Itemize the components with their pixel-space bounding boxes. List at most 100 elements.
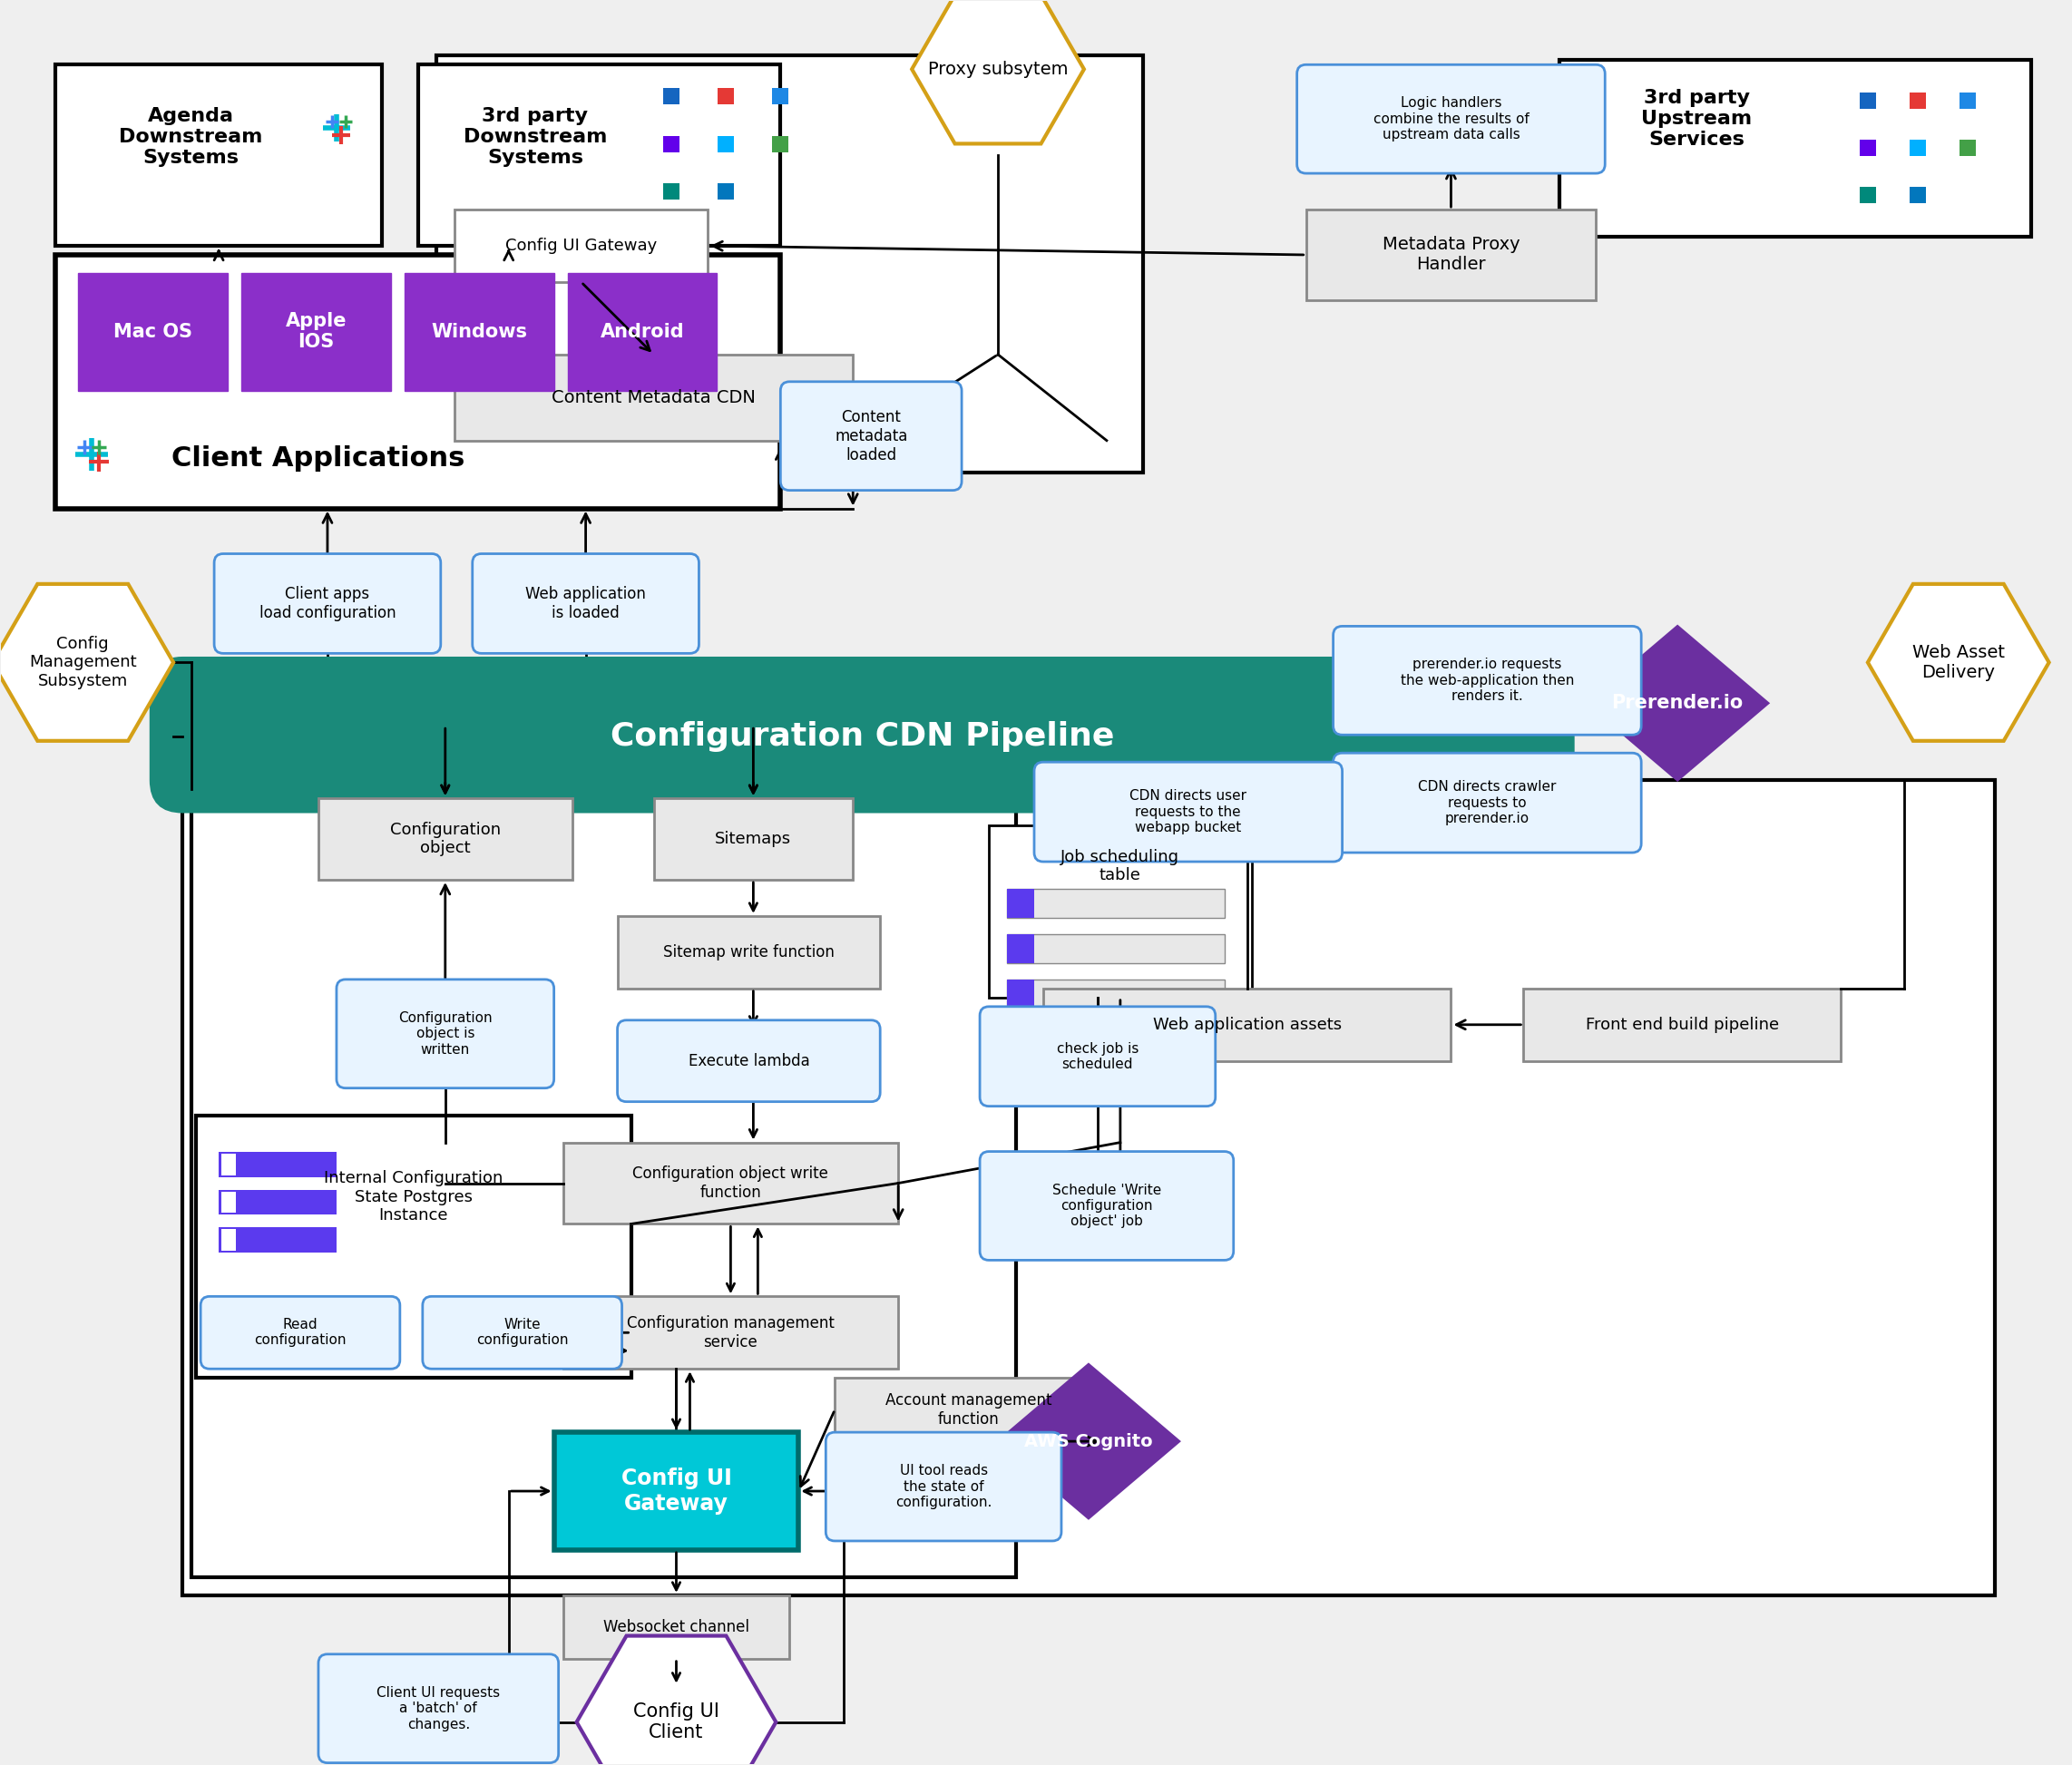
FancyBboxPatch shape: [79, 274, 228, 390]
Text: Windows: Windows: [431, 323, 526, 341]
Text: Config UI
Client: Config UI Client: [634, 1703, 719, 1742]
Text: Client Applications: Client Applications: [172, 445, 464, 471]
Text: Logic handlers
combine the results of
upstream data calls: Logic handlers combine the results of up…: [1374, 97, 1529, 141]
Text: Content
metadata
loaded: Content metadata loaded: [835, 409, 908, 462]
FancyBboxPatch shape: [213, 554, 441, 653]
Text: Execute lambda: Execute lambda: [688, 1052, 810, 1070]
FancyBboxPatch shape: [56, 65, 381, 245]
Text: check job is
scheduled: check job is scheduled: [1057, 1041, 1140, 1071]
FancyBboxPatch shape: [437, 56, 1144, 473]
FancyBboxPatch shape: [1007, 980, 1225, 1008]
FancyBboxPatch shape: [319, 798, 572, 879]
FancyBboxPatch shape: [182, 780, 1995, 1596]
FancyBboxPatch shape: [336, 980, 553, 1087]
Text: Android: Android: [601, 323, 684, 341]
FancyBboxPatch shape: [1332, 754, 1641, 852]
FancyBboxPatch shape: [56, 254, 781, 508]
FancyBboxPatch shape: [827, 1431, 1061, 1541]
FancyBboxPatch shape: [151, 658, 1573, 812]
Text: Configuration object write
function: Configuration object write function: [632, 1165, 829, 1200]
FancyBboxPatch shape: [1007, 934, 1225, 964]
FancyBboxPatch shape: [1332, 627, 1641, 734]
FancyBboxPatch shape: [220, 1151, 336, 1177]
FancyBboxPatch shape: [419, 65, 781, 245]
FancyBboxPatch shape: [1007, 890, 1225, 918]
FancyBboxPatch shape: [423, 1297, 622, 1370]
FancyBboxPatch shape: [980, 1006, 1216, 1107]
Text: Sitemaps: Sitemaps: [715, 831, 792, 847]
Text: Apple
IOS: Apple IOS: [286, 312, 346, 351]
FancyBboxPatch shape: [220, 1228, 336, 1253]
FancyBboxPatch shape: [1034, 762, 1343, 861]
Text: 3rd party
Downstream
Systems: 3rd party Downstream Systems: [464, 108, 607, 168]
Text: Web application assets: Web application assets: [1152, 1017, 1341, 1033]
FancyBboxPatch shape: [653, 798, 854, 879]
FancyBboxPatch shape: [617, 916, 881, 988]
Polygon shape: [576, 1636, 775, 1765]
FancyBboxPatch shape: [1523, 988, 1840, 1061]
FancyBboxPatch shape: [835, 1378, 1102, 1442]
FancyBboxPatch shape: [564, 1297, 899, 1370]
FancyBboxPatch shape: [1007, 934, 1034, 964]
Text: Metadata Proxy
Handler: Metadata Proxy Handler: [1382, 237, 1519, 274]
FancyBboxPatch shape: [564, 1596, 789, 1659]
Text: prerender.io requests
the web-application then
renders it.: prerender.io requests the web-applicatio…: [1401, 658, 1575, 702]
Text: Prerender.io: Prerender.io: [1612, 694, 1743, 713]
Polygon shape: [1587, 627, 1767, 780]
Text: Internal Configuration
State Postgres
Instance: Internal Configuration State Postgres In…: [323, 1170, 503, 1223]
FancyBboxPatch shape: [201, 1297, 400, 1370]
FancyBboxPatch shape: [220, 1190, 336, 1214]
Text: Job scheduling
table: Job scheduling table: [1061, 849, 1179, 884]
FancyBboxPatch shape: [191, 789, 1015, 1578]
FancyBboxPatch shape: [781, 381, 961, 491]
FancyBboxPatch shape: [222, 1153, 236, 1175]
Polygon shape: [0, 584, 174, 741]
Polygon shape: [1867, 584, 2049, 741]
FancyBboxPatch shape: [222, 1191, 236, 1213]
FancyBboxPatch shape: [553, 1431, 798, 1550]
FancyBboxPatch shape: [1007, 890, 1034, 918]
Text: CDN directs user
requests to the
webapp bucket: CDN directs user requests to the webapp …: [1129, 789, 1247, 835]
Text: Configuration
object: Configuration object: [390, 821, 501, 856]
Text: 3rd party
Upstream
Services: 3rd party Upstream Services: [1641, 88, 1753, 148]
Text: Agenda
Downstream
Systems: Agenda Downstream Systems: [118, 108, 263, 168]
Polygon shape: [912, 0, 1084, 143]
FancyBboxPatch shape: [1007, 980, 1034, 1008]
FancyBboxPatch shape: [988, 826, 1251, 997]
Text: Schedule 'Write
configuration
object' job: Schedule 'Write configuration object' jo…: [1053, 1183, 1160, 1228]
FancyBboxPatch shape: [1297, 65, 1606, 173]
Text: Sitemap write function: Sitemap write function: [663, 944, 835, 960]
FancyBboxPatch shape: [319, 1654, 559, 1763]
Text: Proxy subsytem: Proxy subsytem: [928, 60, 1067, 78]
Text: Web Asset
Delivery: Web Asset Delivery: [1912, 644, 2004, 681]
Polygon shape: [999, 1364, 1179, 1518]
FancyBboxPatch shape: [564, 1142, 899, 1223]
FancyBboxPatch shape: [1560, 60, 2031, 237]
Text: Configuration
object is
written: Configuration object is written: [398, 1011, 493, 1055]
FancyBboxPatch shape: [1042, 988, 1450, 1061]
Text: Config UI
Gateway: Config UI Gateway: [622, 1468, 731, 1514]
Text: Web application
is loaded: Web application is loaded: [526, 586, 646, 621]
Text: Config UI Gateway: Config UI Gateway: [506, 238, 657, 254]
Text: Client apps
load configuration: Client apps load configuration: [259, 586, 396, 621]
Text: CDN directs crawler
requests to
prerender.io: CDN directs crawler requests to prerende…: [1417, 780, 1556, 826]
FancyBboxPatch shape: [197, 1115, 632, 1378]
Text: Mac OS: Mac OS: [114, 323, 193, 341]
FancyBboxPatch shape: [454, 210, 709, 282]
FancyBboxPatch shape: [222, 1230, 236, 1251]
Text: AWS Cognito: AWS Cognito: [1024, 1433, 1152, 1449]
Text: Write
configuration: Write configuration: [477, 1318, 568, 1347]
Text: UI tool reads
the state of
configuration.: UI tool reads the state of configuration…: [895, 1463, 992, 1509]
Text: Front end build pipeline: Front end build pipeline: [1585, 1017, 1778, 1033]
Text: Account management
function: Account management function: [885, 1393, 1053, 1428]
FancyBboxPatch shape: [617, 1020, 881, 1101]
Text: Config
Management
Subsystem: Config Management Subsystem: [29, 635, 137, 690]
FancyBboxPatch shape: [404, 274, 553, 390]
Text: Content Metadata CDN: Content Metadata CDN: [551, 388, 756, 406]
Text: Client UI requests
a 'batch' of
changes.: Client UI requests a 'batch' of changes.: [377, 1686, 499, 1731]
FancyBboxPatch shape: [472, 554, 698, 653]
Text: Read
configuration: Read configuration: [255, 1318, 346, 1347]
FancyBboxPatch shape: [568, 274, 717, 390]
FancyBboxPatch shape: [980, 1151, 1233, 1260]
Text: Configuration CDN Pipeline: Configuration CDN Pipeline: [609, 722, 1115, 752]
